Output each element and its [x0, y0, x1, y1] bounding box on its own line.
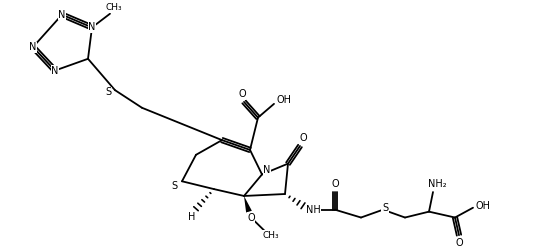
Polygon shape — [244, 196, 252, 213]
Text: O: O — [455, 238, 463, 248]
Text: N: N — [51, 65, 59, 76]
Text: O: O — [247, 213, 255, 222]
Text: H: H — [188, 212, 196, 221]
Text: CH₃: CH₃ — [263, 231, 279, 240]
Text: OH: OH — [277, 95, 291, 105]
Text: S: S — [171, 181, 177, 191]
Text: S: S — [382, 203, 388, 213]
Text: NH: NH — [306, 205, 320, 215]
Text: N: N — [29, 42, 36, 52]
Text: N: N — [59, 10, 66, 20]
Text: O: O — [299, 133, 307, 143]
Text: S: S — [106, 87, 112, 97]
Text: O: O — [331, 179, 339, 189]
Text: OH: OH — [475, 201, 491, 211]
Text: O: O — [238, 89, 246, 99]
Text: NH₂: NH₂ — [428, 179, 447, 189]
Text: N: N — [263, 165, 270, 176]
Text: CH₃: CH₃ — [105, 3, 123, 12]
Text: N: N — [88, 22, 95, 32]
